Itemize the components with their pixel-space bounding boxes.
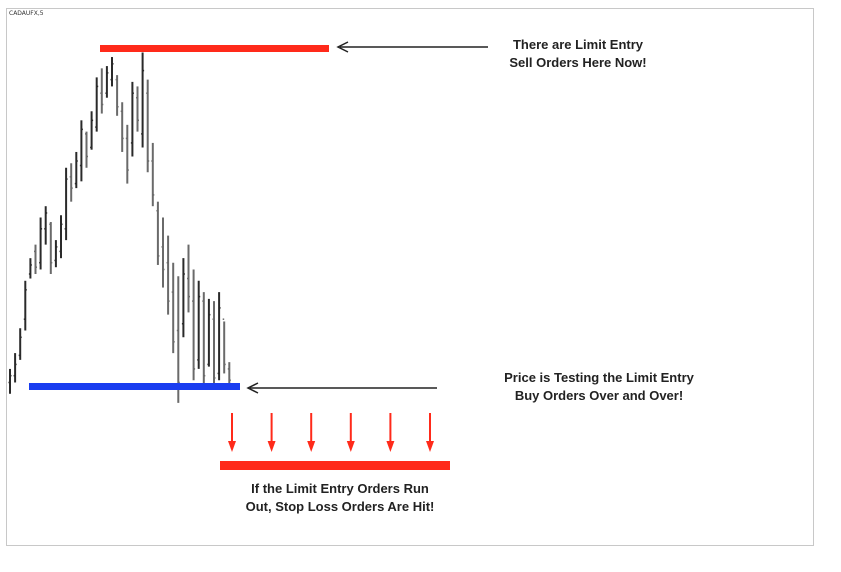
down-arrow-head [386,441,395,452]
price-bar [187,244,190,313]
price-bar [74,151,78,189]
price-bar [125,124,129,184]
price-bar [227,362,231,385]
price-bar [79,120,83,182]
price-bar [136,86,139,132]
price-bar [222,318,226,374]
price-bar [13,353,17,383]
stop-annotation-line-1: If the Limit Entry Orders Run [251,481,429,496]
price-bar [28,258,32,279]
price-bar [100,68,104,114]
annotation-arrows [228,41,488,452]
down-arrow-head [346,441,355,452]
price-bar [181,258,185,338]
price-bar [18,328,22,360]
price-bar [110,57,114,87]
stop-loss-level [220,461,450,470]
price-bar [59,215,63,259]
down-arrow-head [426,441,434,452]
price-bar [54,240,58,268]
buy-arrow-head [246,382,259,394]
price-bar [8,368,12,394]
down-arrow-head [307,441,316,452]
down-arrow-head [267,441,276,452]
down-arrow [426,413,434,452]
price-bar [217,292,221,381]
price-bar [151,142,155,207]
buy-annotation-line-2: Buy Orders Over and Over! [514,388,684,403]
price-bar [197,280,201,369]
price-bar [115,75,119,116]
buy-orders-annotation: Price is Testing the Limit Entry Buy Ord… [470,369,728,405]
price-bar [141,52,145,148]
price-bar [176,276,180,403]
price-bar [64,167,68,241]
price-bar [156,201,160,265]
down-arrow [307,413,316,452]
chart-frame [6,8,814,546]
sell-annotation-line-1: There are Limit Entry [512,37,644,52]
down-arrow [228,413,236,452]
down-arrow [346,413,355,452]
down-arrow [386,413,395,452]
price-bar [192,269,196,381]
chart-symbol-label: CADAUFX,5 [9,10,44,17]
buy-limit-level [29,383,240,390]
stop-loss-annotation: If the Limit Entry Orders Run Out, Stop … [205,480,475,516]
stop-annotation-line-2: Out, Stop Loss Orders Are Hit! [245,499,435,514]
down-arrow-head [228,441,236,452]
price-bar [161,217,165,288]
price-bar [171,262,175,354]
price-bar [23,280,27,331]
price-bar [69,163,73,202]
price-bar [202,292,206,387]
price-bar [44,206,48,245]
price-bar [85,131,88,168]
price-bar [120,102,124,152]
order-levels [29,45,450,470]
price-bar [105,66,109,98]
sell-limit-level [100,45,329,52]
sell-annotation-line-2: Sell Orders Here Now! [509,55,647,70]
price-bar [207,298,211,367]
price-bar [90,111,94,150]
price-bar [146,79,150,173]
price-bars [8,52,231,403]
sell-orders-annotation: There are Limit Entry Sell Orders Here N… [490,36,666,72]
price-bar [212,301,216,387]
price-bar [95,77,99,132]
price-bar [166,235,170,315]
price-bar [34,244,37,274]
down-arrow [267,413,276,452]
sell-arrow-head [336,41,349,53]
price-bar [39,217,43,270]
price-bar [130,81,134,157]
buy-annotation-line-1: Price is Testing the Limit Entry [504,370,694,385]
price-bar [49,222,53,274]
